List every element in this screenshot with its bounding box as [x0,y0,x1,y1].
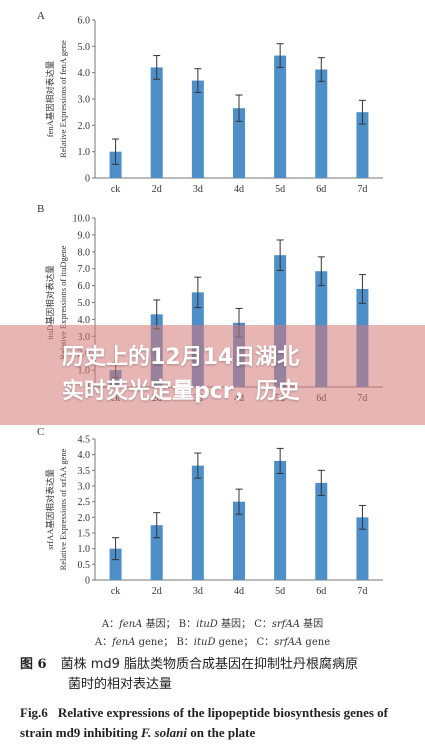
panel-letter: A [37,10,45,22]
y-tick-label: 3.0 [78,95,91,106]
bar [150,525,163,580]
banner-line-1: 历史上的12月14日湖北 [62,345,300,370]
bar [315,482,328,580]
bar [109,548,122,580]
chart-a: A 0 1.0 2.0 3.0 4.0 5.0 6.0 ck 2d 3d 4d 5d 6d 7d fenA基因… [37,10,383,195]
y-tick-label: 0 [85,576,90,587]
y-tick-label: 0.5 [78,560,91,571]
y-tick-label: 2.0 [78,121,91,132]
y-tick-label: 5.0 [78,42,91,53]
x-tick-label: 7d [357,184,367,195]
y-tick-label: 3.5 [78,466,91,477]
gene-legend-cn: A：fenA 基因； B：ituD 基因； C：srfAA 基因 [101,619,324,630]
x-tick-label: 3d [193,586,203,597]
y-axis-label-en: Relative Expressions of srfAA gene [58,448,68,570]
y-axis-label-cn: srfAA基因相对表达量 [45,469,55,550]
bar [191,465,204,580]
x-tick-label: 5d [275,586,285,597]
x-tick-label: 5d [275,184,285,195]
y-axis-label-cn: ituD基因相对表达量 [45,265,55,340]
y-axis-label-cn: fenA基因相对表达量 [45,60,55,137]
gene-legend-en: A：fenA gene； B：ituD gene； C：srfAA gene [94,637,331,648]
y-tick-label: 6.0 [78,16,91,27]
bar [356,517,369,580]
bar [315,69,328,178]
bar [356,112,369,178]
figure-label-en: Fig.6 [20,705,48,720]
y-tick-label: 4.0 [78,315,91,326]
bar [274,460,287,580]
x-tick-label: 2d [152,184,162,195]
x-tick-label: 6d [316,586,326,597]
y-tick-label: 10.0 [73,214,91,225]
panel-letter: B [37,203,44,215]
y-tick-label: 4.0 [78,68,91,79]
y-tick-label: 2.5 [78,497,91,508]
x-tick-label: 4d [234,184,244,195]
y-tick-label: 9.0 [78,230,91,241]
figure-caption-en: Fig.6 Relative expressions of the lipopep… [20,705,388,740]
bar [233,108,245,178]
x-tick-label: ck [111,184,120,195]
y-axis-label-en: Relative Expressions of ituDgene [58,245,68,359]
banner-line-2: 实时荧光定量pcr，历史 [62,379,300,404]
y-tick-label: 8.0 [78,247,91,258]
x-tick-label: ck [111,586,120,597]
y-tick-label: 4.0 [78,450,91,461]
y-tick-label: 7.0 [78,264,91,275]
x-tick-label: 7d [357,586,367,597]
y-tick-label: 1.0 [78,147,91,158]
y-tick-label: 1.0 [78,544,91,555]
y-tick-label: 3.0 [78,482,91,493]
x-tick-label: 6d [316,184,326,195]
y-axis-label-en: Relative Expressions of fenA gene [58,40,68,158]
overlay-banner: 历史上的12月14日湖北 实时荧光定量pcr，历史 [0,325,425,425]
y-tick-label: 5.0 [78,298,91,309]
x-tick-label: 2d [152,586,162,597]
bar [191,80,204,178]
panel-letter: C [37,426,44,438]
x-tick-label: 3d [193,184,203,195]
bar [150,67,163,178]
y-tick-label: 0 [85,174,90,185]
figure-label-cn: 图 6 [20,657,47,672]
bar [274,55,287,178]
bar [109,151,122,178]
x-tick-label: 4d [234,586,244,597]
y-tick-label: 4.5 [78,435,91,446]
y-tick-label: 1.5 [78,529,91,540]
bar [233,501,245,580]
y-tick-label: 2.0 [78,513,91,524]
y-tick-label: 6.0 [78,281,91,292]
chart-c: C 0 0.5 1.0 1.5 2.0 2.5 3.0 3.5 4.0 4.5 ck 2d 3d 4d 5d 6… [37,426,383,597]
figure-caption-cn: 图 6 菌株 md9 脂肽类物质合成基因在抑制牡丹根腐病原 菌时的相对表达量 [20,657,359,692]
